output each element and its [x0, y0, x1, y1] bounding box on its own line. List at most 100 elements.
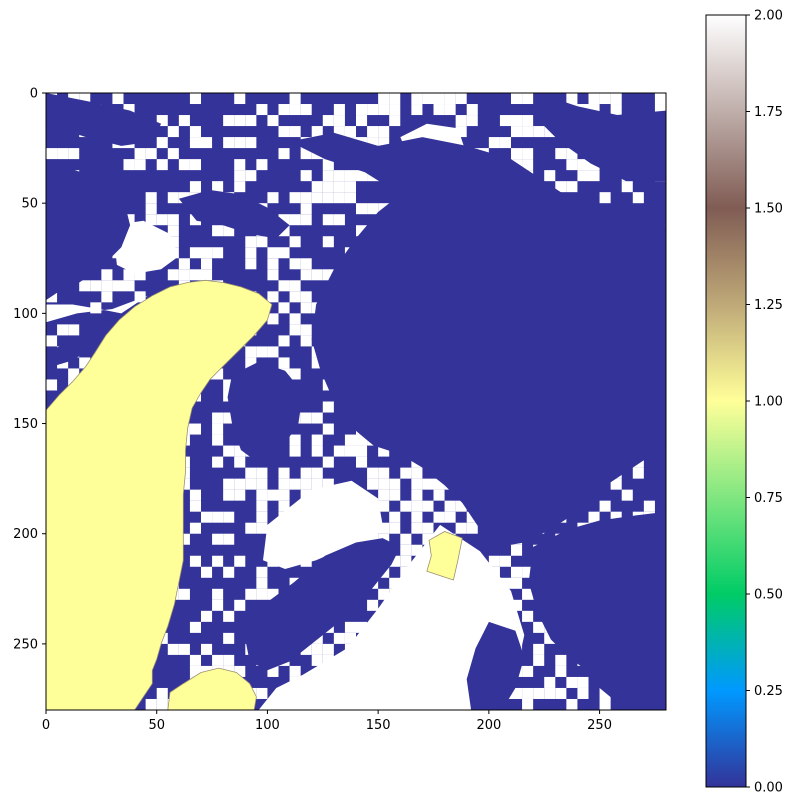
- heatmap-cell: [422, 93, 434, 105]
- heatmap-cell: [156, 137, 168, 149]
- heatmap-cell: [223, 412, 235, 424]
- heatmap-cell: [411, 500, 423, 512]
- heatmap-cell: [212, 555, 224, 567]
- heatmap-cell: [356, 621, 368, 633]
- heatmap-cell: [599, 500, 611, 512]
- heatmap-cell: [333, 181, 345, 193]
- heatmap-cell: [68, 148, 80, 160]
- heatmap-cell: [389, 489, 401, 501]
- heatmap-cell: [245, 137, 257, 149]
- heatmap-cell: [621, 489, 633, 501]
- heatmap-cell: [79, 93, 91, 105]
- heatmap-cell: [311, 192, 323, 204]
- heatmap-cell: [322, 192, 334, 204]
- heatmap-cell: [245, 588, 257, 600]
- heatmap-cell: [178, 115, 190, 127]
- heatmap-cell: [212, 412, 224, 424]
- colorbar-tick-label: 1.25: [754, 298, 783, 313]
- heatmap-cell: [466, 115, 478, 127]
- heatmap-cell: [333, 126, 345, 138]
- heatmap-cell: [322, 181, 334, 193]
- heatmap-cell: [566, 159, 578, 171]
- heatmap-cell: [322, 269, 334, 281]
- heatmap-cell: [101, 291, 113, 303]
- heatmap-cell: [311, 126, 323, 138]
- heatmap-cell: [289, 93, 301, 105]
- heatmap-cell: [433, 478, 445, 490]
- heatmap-cell: [300, 467, 312, 479]
- heatmap-cell: [278, 500, 290, 512]
- heatmap-cell: [632, 192, 644, 204]
- heatmap-cell: [167, 148, 179, 160]
- heatmap-cell: [522, 588, 534, 600]
- heatmap-cell: [145, 192, 157, 204]
- heatmap-cell: [522, 159, 534, 171]
- heatmap-cell: [344, 434, 356, 446]
- heatmap-cell: [322, 115, 334, 127]
- heatmap-cell: [90, 280, 102, 292]
- heatmap-cell: [223, 137, 235, 149]
- heatmap-cell: [411, 478, 423, 490]
- heatmap-cell: [356, 225, 368, 237]
- heatmap-cell: [234, 181, 246, 193]
- heatmap-cell: [267, 269, 279, 281]
- heatmap-cell: [79, 280, 91, 292]
- heatmap-cell: [201, 269, 213, 281]
- x-tick-label: 100: [255, 718, 280, 733]
- heatmap-cell: [333, 445, 345, 457]
- region-value-0: [178, 190, 290, 239]
- heatmap-cell: [322, 401, 334, 413]
- heatmap-cell: [654, 93, 666, 105]
- colorbar-tick-label: 1.00: [754, 395, 783, 410]
- heatmap-cell: [367, 467, 379, 479]
- heatmap-cell: [367, 126, 379, 138]
- heatmap-cell: [212, 368, 224, 380]
- heatmap-cell: [134, 148, 146, 160]
- heatmap-cell: [378, 93, 390, 105]
- heatmap-cell: [245, 236, 257, 248]
- heatmap-cell: [300, 643, 312, 655]
- heatmap-cell: [654, 104, 666, 116]
- heatmap-cell: [333, 115, 345, 127]
- heatmap-cell: [223, 654, 235, 666]
- heatmap-cell: [389, 115, 401, 127]
- heatmap-cell: [167, 225, 179, 237]
- colorbar-tick-label: 0.25: [754, 684, 783, 699]
- heatmap-cell: [289, 192, 301, 204]
- y-tick-label: 150: [13, 417, 38, 432]
- heatmap-cell: [46, 335, 58, 347]
- heatmap-cell: [356, 104, 368, 116]
- heatmap-cell: [522, 610, 534, 622]
- heatmap-cell: [57, 148, 69, 160]
- heatmap-cell: [311, 181, 323, 193]
- heatmap-cell: [333, 632, 345, 644]
- heatmap-cell: [322, 423, 334, 435]
- heatmap-cell: [289, 214, 301, 226]
- heatmap-cell: [566, 93, 578, 105]
- heatmap-cell: [278, 280, 290, 292]
- heatmap-cell: [356, 203, 368, 215]
- colorbar-tick-label: 1.50: [754, 202, 783, 217]
- heatmap-cell: [555, 654, 567, 666]
- heatmap-cell: [212, 423, 224, 435]
- heatmap-cell: [300, 412, 312, 424]
- region-value-0: [289, 132, 666, 547]
- heatmap-cell: [511, 566, 523, 578]
- heatmap-cell: [411, 544, 423, 556]
- heatmap-cell: [223, 533, 235, 545]
- heatmap-cell: [278, 478, 290, 490]
- heatmap-cell: [267, 489, 279, 501]
- heatmap-cell: [234, 115, 246, 127]
- y-tick-label: 50: [21, 197, 38, 212]
- heatmap-cell: [511, 544, 523, 556]
- colorbar-tick-label: 2.00: [754, 9, 783, 24]
- heatmap-cell: [267, 192, 279, 204]
- heatmap-cell: [322, 456, 334, 468]
- heatmap-cell: [422, 522, 434, 534]
- heatmap-cell: [356, 170, 368, 182]
- heatmap-cell: [522, 665, 534, 677]
- heatmap-cell: [256, 566, 268, 578]
- heatmap-cell: [499, 577, 511, 589]
- heatmap-cell: [223, 610, 235, 622]
- heatmap-cell: [533, 126, 545, 138]
